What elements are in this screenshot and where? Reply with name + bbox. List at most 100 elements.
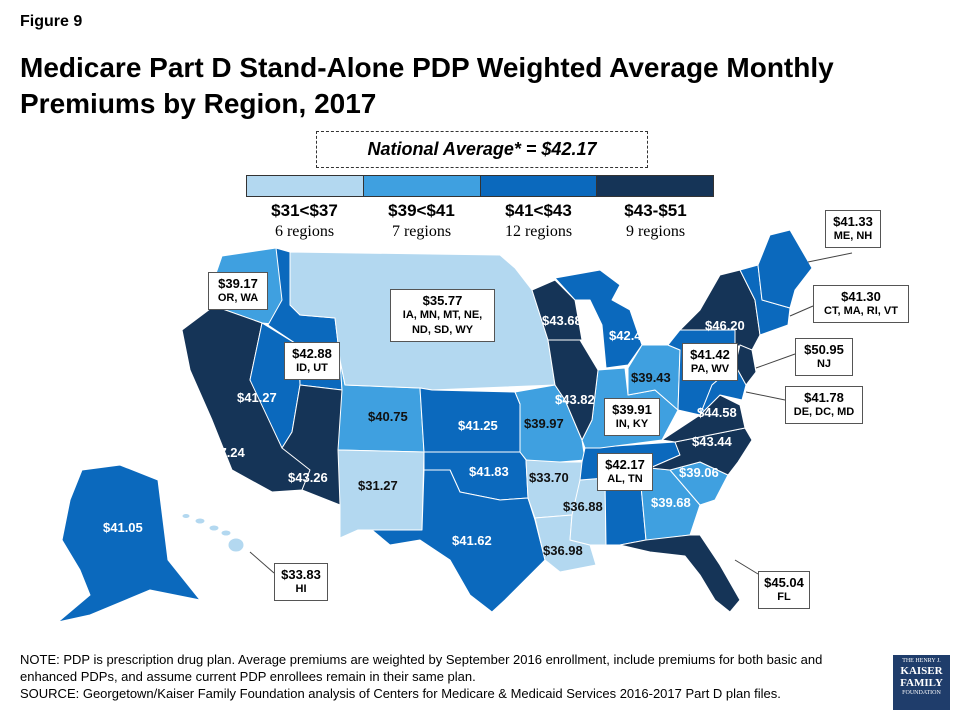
note-text: NOTE: PDP is prescription drug plan. Ave… <box>20 652 823 684</box>
national-average-box: National Average* = $42.17 <box>316 131 648 168</box>
leader-fl <box>734 559 759 575</box>
map-value-il: $43.82 <box>555 392 595 407</box>
callout-me-nh: $41.33 ME, NH <box>825 210 881 248</box>
callout-al-tn: $42.17 AL, TN <box>597 453 653 491</box>
leader-hi <box>249 551 275 574</box>
legend-swatch-1 <box>247 176 364 196</box>
callout-region: ID, UT <box>296 362 328 374</box>
callout-region: OR, WA <box>217 292 259 304</box>
region-nc <box>649 427 753 476</box>
map-value-nc: $43.44 <box>692 434 732 449</box>
region-nm <box>337 449 425 539</box>
leader-me-nh <box>807 252 853 263</box>
map-value-mi: $42.43 <box>609 328 649 343</box>
footnote: NOTE: PDP is prescription drug plan. Ave… <box>20 651 870 702</box>
callout-id-ut: $42.88 ID, UT <box>284 342 340 380</box>
legend-entry-3: $41<$43 12 regions <box>480 201 597 243</box>
region-fl <box>619 534 741 613</box>
map-value-nv: $41.27 <box>237 390 277 405</box>
region-me-nh <box>757 229 813 309</box>
legend-count: 6 regions <box>274 223 335 240</box>
map-value-ms: $36.88 <box>563 499 603 514</box>
logo-line-1: THE HENRY J. <box>902 658 941 664</box>
map-value-sc: $39.06 <box>679 465 719 480</box>
map-value-ar: $33.70 <box>529 470 569 485</box>
leader-de-dc-md <box>745 391 786 401</box>
map-value-la: $36.98 <box>543 543 583 558</box>
legend-range: $39<$41 <box>388 201 455 220</box>
logo-line-4: FOUNDATION <box>902 690 941 696</box>
figure-label: Figure 9 <box>20 13 83 30</box>
callout-nj: $50.95 NJ <box>795 338 853 376</box>
callout-value: $39.17 <box>218 276 258 291</box>
callout-region: AL, TN <box>607 473 643 485</box>
legend-labels: $31<$37 6 regions $39<$41 7 regions $41<… <box>246 201 714 243</box>
callout-or-wa: $39.17 OR, WA <box>208 272 268 310</box>
region-tx <box>371 469 546 613</box>
map-value-ks: $41.25 <box>458 418 498 433</box>
legend-swatch-4 <box>597 176 713 196</box>
callout-de-dc-md: $41.78 DE, DC, MD <box>785 386 863 424</box>
map-value-mo: $39.97 <box>524 416 564 431</box>
callout-region: HI <box>295 583 307 595</box>
map-value-va: $44.58 <box>697 405 737 420</box>
legend-count: 9 regions <box>625 223 686 240</box>
callout-region: IN, KY <box>615 418 649 430</box>
callout-region: DE, DC, MD <box>793 406 855 418</box>
callout-region: FL <box>777 591 791 603</box>
callout-value: $41.33 <box>833 214 873 229</box>
callout-fl: $45.04 FL <box>758 571 810 609</box>
callout-value: $33.83 <box>281 567 321 582</box>
map-value-tx: $41.62 <box>452 533 492 548</box>
callout-region: NJ <box>816 358 832 370</box>
map-value-ca: $47.24 <box>205 445 245 460</box>
callout-value: $41.78 <box>804 390 844 405</box>
source-text: SOURCE: Georgetown/Kaiser Family Foundat… <box>20 686 781 701</box>
map-value-ok: $41.83 <box>469 464 509 479</box>
legend-count: 7 regions <box>391 223 452 240</box>
callout-value: $42.88 <box>292 346 332 361</box>
leader-nj <box>755 353 796 369</box>
legend-entry-4: $43-$51 9 regions <box>597 201 714 243</box>
callout-value: $50.95 <box>804 342 844 357</box>
callout-hi: $33.83 HI <box>274 563 328 601</box>
callout-pa-wv: $41.42 PA, WV <box>682 343 738 381</box>
callout-ct-ma-ri-vt: $41.30 CT, MA, RI, VT <box>813 285 909 323</box>
map-value-oh: $39.43 <box>631 370 671 385</box>
callout-in-ky: $39.91 IN, KY <box>604 398 660 436</box>
callout-plains: $35.77 IA, MN, MT, NE, ND, SD, WY <box>390 289 495 342</box>
map-value-wi: $43.68 <box>542 313 582 328</box>
leader-ct-ma-ri-vt <box>789 305 814 317</box>
callout-region: IA, MN, MT, NE, ND, SD, WY <box>402 309 483 336</box>
callout-region: CT, MA, RI, VT <box>824 305 898 317</box>
map-value-ga: $39.68 <box>651 495 691 510</box>
region-il <box>547 339 599 441</box>
legend-count: 12 regions <box>504 223 573 240</box>
region-mi <box>554 269 643 369</box>
callout-value: $41.30 <box>841 289 881 304</box>
region-az <box>281 384 343 506</box>
map-value-co: $40.75 <box>368 409 408 424</box>
region-wi <box>531 279 583 341</box>
callout-value: $45.04 <box>764 575 804 590</box>
region-hi <box>181 513 245 553</box>
callout-value: $42.17 <box>605 457 645 472</box>
map-value-ny: $46.20 <box>705 318 745 333</box>
map-value-az: $43.26 <box>288 470 328 485</box>
legend-swatch-2 <box>363 176 481 196</box>
kff-logo: THE HENRY J. KAISER FAMILY FOUNDATION <box>893 655 950 710</box>
legend-range: $31<$37 <box>271 201 338 220</box>
chart-title: Medicare Part D Stand-Alone PDP Weighted… <box>20 52 834 119</box>
callout-value: $41.42 <box>690 347 730 362</box>
legend-entry-2: $39<$41 7 regions <box>363 201 480 243</box>
legend-entry-1: $31<$37 6 regions <box>246 201 363 243</box>
logo-line-3: FAMILY <box>900 677 943 689</box>
legend-range: $41<$43 <box>505 201 572 220</box>
logo-line-2: KAISER <box>900 665 943 677</box>
legend-range: $43-$51 <box>624 201 687 220</box>
region-ak <box>57 464 201 623</box>
callout-value: $39.91 <box>612 402 652 417</box>
legend-bar <box>246 175 714 197</box>
map-value-nm: $31.27 <box>358 478 398 493</box>
